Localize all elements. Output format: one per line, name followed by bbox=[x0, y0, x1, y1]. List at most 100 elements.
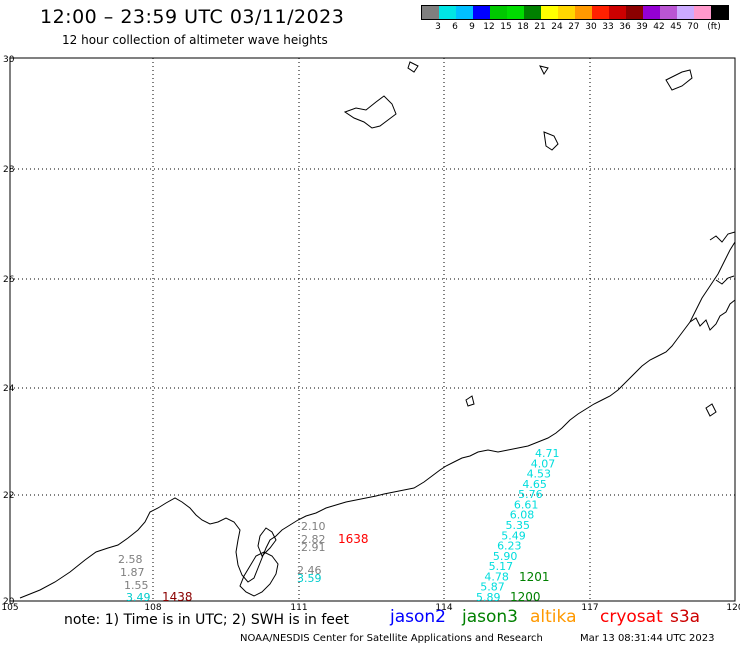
color-scale: 3 6 9 12 15 18 21 24 27 30 33 36 39 42 45 70 (ft) bbox=[421, 5, 729, 34]
pass-time-label: 1201 bbox=[519, 570, 550, 584]
scale-label: 21 bbox=[534, 22, 546, 32]
island-north-3 bbox=[539, 65, 549, 75]
scale-color-box bbox=[677, 6, 694, 19]
wave-value-label: 6.61 bbox=[514, 498, 539, 511]
hainan-coast bbox=[239, 551, 279, 597]
scale-color-box bbox=[575, 6, 592, 19]
wave-value-label: 4.07 bbox=[531, 457, 556, 470]
scale-label: 12 bbox=[483, 22, 495, 32]
lat-label: 28 bbox=[3, 165, 15, 175]
pass-time-label: 1438 bbox=[162, 590, 193, 604]
lon-label: 114 bbox=[435, 603, 452, 613]
wave-value-label: 5.90 bbox=[493, 550, 518, 563]
scale-color-box bbox=[626, 6, 643, 19]
scale-color-box bbox=[609, 6, 626, 19]
wave-value-label: 2.46 bbox=[297, 564, 322, 577]
wave-value-label: 5.35 bbox=[506, 519, 531, 532]
lat-label: 30 bbox=[3, 55, 15, 65]
scale-label: 33 bbox=[602, 22, 614, 32]
island-north-1 bbox=[343, 95, 397, 129]
wave-value-label: 5.17 bbox=[489, 560, 513, 573]
scale-label: 36 bbox=[619, 22, 631, 32]
lat-label: 24 bbox=[3, 384, 15, 394]
coastline bbox=[19, 61, 736, 599]
wave-value-label: 1.87 bbox=[120, 566, 145, 579]
map-subtitle: 12 hour collection of altimeter wave hei… bbox=[62, 33, 328, 47]
island-north-4 bbox=[543, 131, 559, 151]
wave-value-label: 5.89 bbox=[476, 591, 501, 604]
island-ne bbox=[665, 69, 693, 91]
scale-label: 24 bbox=[551, 22, 563, 32]
scale-label: 15 bbox=[500, 22, 512, 32]
scale-color-box bbox=[660, 6, 677, 19]
scale-color-box bbox=[643, 6, 660, 19]
note-text: note: 1) Time is in UTC; 2) SWH is in fe… bbox=[64, 612, 350, 628]
color-scale-boxes bbox=[421, 5, 729, 20]
footer-timestamp: Mar 13 08:31:44 UTC 2023 bbox=[580, 633, 715, 644]
scale-label: 6 bbox=[452, 22, 458, 32]
scale-unit: (ft) bbox=[707, 22, 721, 32]
scale-label: 45 bbox=[670, 22, 682, 32]
lat-label: 26 bbox=[3, 275, 15, 285]
footer-credit: NOAA/NESDIS Center for Satellite Applica… bbox=[240, 633, 543, 644]
scale-color-box bbox=[507, 6, 524, 19]
scale-label: 70 bbox=[687, 22, 699, 32]
coast-jagged-3 bbox=[709, 231, 736, 243]
south-china-coast bbox=[19, 241, 736, 599]
satellite-legend-jason2: jason2 bbox=[390, 607, 446, 627]
wave-value-label: 2.10 bbox=[301, 520, 326, 533]
wave-value-label: 3.59 bbox=[297, 572, 322, 585]
scale-label: 9 bbox=[469, 22, 475, 32]
color-scale-labels: 3 6 9 12 15 18 21 24 27 30 33 36 39 42 45 70 (ft) bbox=[421, 20, 729, 34]
wave-value-label: 5.76 bbox=[518, 488, 543, 501]
wave-value-label: 2.58 bbox=[118, 553, 143, 566]
scale-color-box bbox=[456, 6, 473, 19]
lon-label: 111 bbox=[290, 603, 307, 613]
satellite-legend-altika: altika bbox=[530, 607, 577, 627]
wave-value-label: 2.91 bbox=[301, 541, 326, 554]
scale-color-box bbox=[422, 6, 439, 19]
pass-time-label: 1200 bbox=[510, 590, 541, 604]
scale-color-box bbox=[473, 6, 490, 19]
scale-color-box bbox=[524, 6, 541, 19]
lon-label: 120 bbox=[726, 603, 740, 613]
scale-color-box bbox=[439, 6, 456, 19]
satellite-legend-s3a: s3a bbox=[670, 607, 701, 627]
scale-label: 39 bbox=[636, 22, 648, 32]
scale-label: 3 bbox=[435, 22, 441, 32]
coast-jagged-2 bbox=[715, 275, 735, 285]
map-title: 12:00 – 23:59 UTC 03/11/2023 bbox=[40, 6, 345, 28]
wave-value-label: 4.65 bbox=[522, 478, 547, 491]
scale-label: 18 bbox=[517, 22, 529, 32]
lat-label: 20 bbox=[3, 597, 15, 607]
map-frame bbox=[9, 57, 736, 602]
scale-color-box bbox=[711, 6, 728, 19]
scale-color-box bbox=[541, 6, 558, 19]
wave-height-values: 2.581.871.553.49 1438 2.102.822.91 1638 2.46… bbox=[118, 447, 560, 604]
peninsula-south bbox=[257, 527, 277, 557]
wave-value-label: 4.53 bbox=[527, 468, 552, 481]
grid-lines bbox=[10, 58, 735, 601]
scale-label: 30 bbox=[585, 22, 597, 32]
wave-value-label: 3.49 bbox=[126, 591, 151, 604]
wave-value-label: 1.55 bbox=[124, 579, 149, 592]
wave-value-label: 6.08 bbox=[510, 509, 535, 522]
island-ne3 bbox=[705, 403, 717, 417]
wave-value-label: 4.78 bbox=[484, 570, 509, 583]
satellite-legend-jason3: jason3 bbox=[462, 607, 518, 627]
island-ne2 bbox=[465, 395, 475, 407]
coast-jagged-east bbox=[689, 299, 736, 331]
scale-color-box bbox=[490, 6, 507, 19]
satellite-legend-cryosat: cryosat bbox=[600, 607, 663, 627]
wave-value-label: 4.71 bbox=[535, 447, 560, 460]
pass-time-label: 1638 bbox=[338, 532, 369, 546]
island-north-2 bbox=[407, 61, 419, 73]
scale-label: 42 bbox=[653, 22, 665, 32]
scale-color-box bbox=[558, 6, 575, 19]
scale-color-box bbox=[592, 6, 609, 19]
scale-label: 27 bbox=[568, 22, 580, 32]
lon-label: 108 bbox=[144, 603, 161, 613]
wave-value-label: 6.23 bbox=[497, 540, 521, 553]
